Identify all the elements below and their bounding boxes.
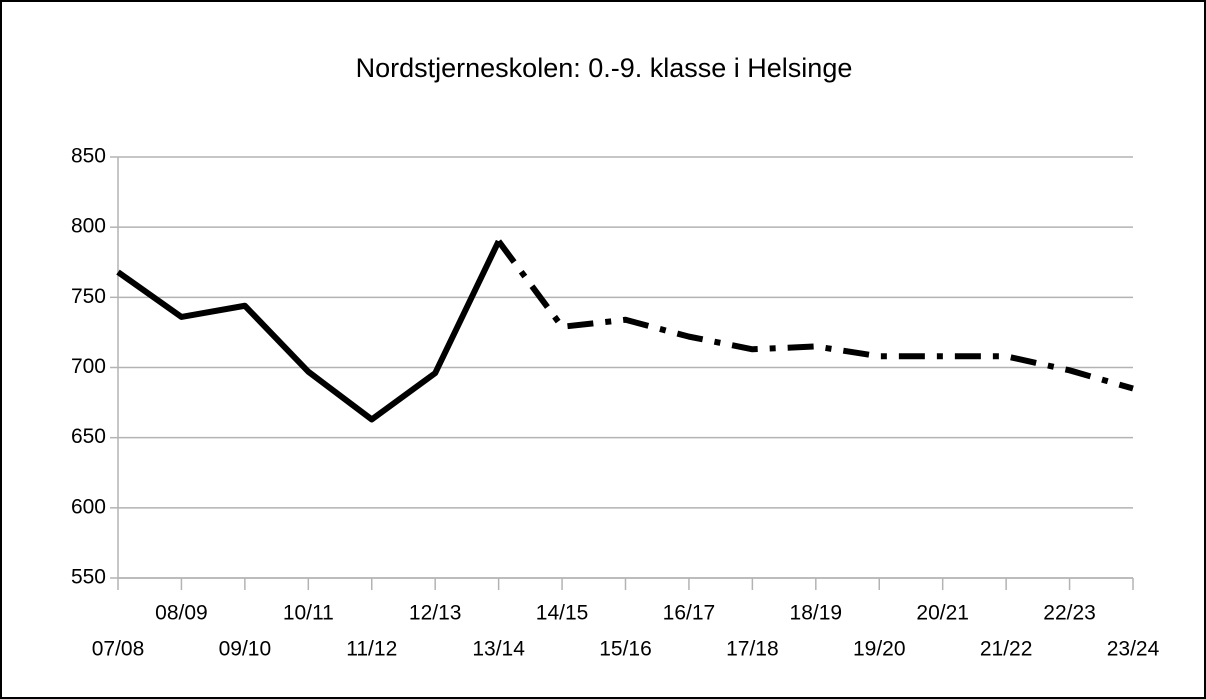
x-tick-label: 23/24 (1107, 638, 1160, 661)
x-tick-label: 21/22 (980, 638, 1033, 661)
x-tick-label: 17/18 (726, 638, 779, 661)
x-tick-label: 07/08 (92, 638, 145, 661)
x-tick-label: 11/12 (346, 638, 397, 661)
x-tick-label: 13/14 (472, 638, 525, 661)
y-tick-label: 650 (71, 425, 106, 448)
series-line (116, 239, 502, 423)
x-tick-label: 19/20 (853, 638, 906, 661)
x-tick-label: 10/11 (283, 602, 334, 625)
x-tick-label: 16/17 (663, 602, 716, 625)
y-tick-label: 600 (71, 495, 106, 518)
x-tick-label: 22/23 (1043, 602, 1096, 625)
chart-title: Nordstjerneskolen: 0.-9. klasse i Helsin… (356, 53, 853, 83)
y-tick-label: 700 (71, 355, 106, 378)
series-line (496, 239, 1134, 392)
y-tick-label: 550 (71, 566, 106, 589)
x-tick-label: 14/15 (536, 602, 589, 625)
x-tick-label: 09/10 (219, 638, 272, 661)
x-tick-label: 18/19 (790, 602, 843, 625)
y-tick-label: 850 (71, 145, 106, 168)
x-tick-label: 20/21 (916, 602, 969, 625)
x-tick-label: 15/16 (599, 638, 652, 661)
x-tick-label: 12/13 (409, 602, 462, 625)
x-tick-label: 08/09 (155, 602, 208, 625)
y-tick-label: 800 (71, 215, 106, 238)
y-tick-label: 750 (71, 285, 106, 308)
